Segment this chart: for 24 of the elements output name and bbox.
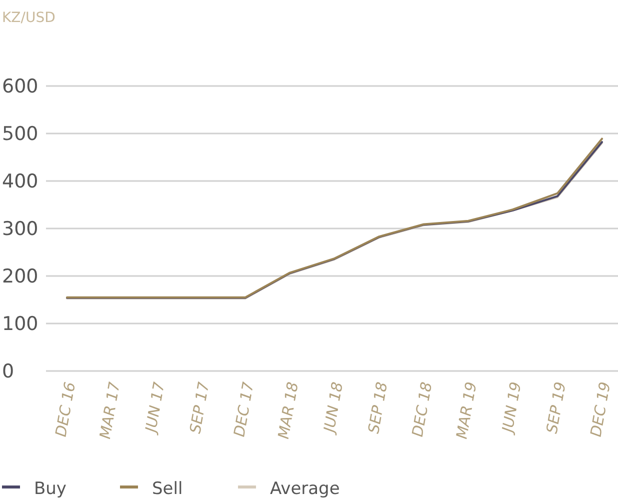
x-tick-label: DEC 18: [408, 379, 436, 440]
legend-label: Sell: [152, 479, 183, 499]
x-tick-label: DEC 17: [230, 379, 258, 440]
x-tick-label: DEC 19: [587, 379, 614, 440]
y-tick-label: 600: [2, 76, 38, 98]
x-tick-label: JUN 18: [320, 379, 346, 436]
legend-label: Buy: [34, 479, 66, 499]
x-tick-label: JUN 19: [498, 379, 525, 436]
x-tick-label: MAR 18: [274, 379, 302, 442]
x-tick-label: SEP 19: [543, 379, 570, 436]
x-tick-label: SEP 17: [186, 379, 213, 436]
y-tick-label: 300: [2, 218, 38, 240]
y-tick-label: 500: [2, 123, 38, 146]
y-tick-label: 400: [2, 170, 38, 193]
x-tick-label: SEP 18: [364, 379, 391, 436]
x-tick-label: DEC 16: [52, 379, 79, 440]
x-tick-label: MAR 17: [96, 379, 124, 442]
y-tick-label: 200: [2, 266, 38, 288]
x-tick-label: MAR 19: [453, 379, 480, 442]
x-tick-label: JUN 17: [142, 379, 168, 436]
y-tick-label: 0: [2, 360, 14, 383]
legend-label: Average: [270, 479, 340, 499]
y-tick-label: 100: [2, 313, 38, 336]
y-axis-title: KZ/USD: [2, 10, 56, 26]
